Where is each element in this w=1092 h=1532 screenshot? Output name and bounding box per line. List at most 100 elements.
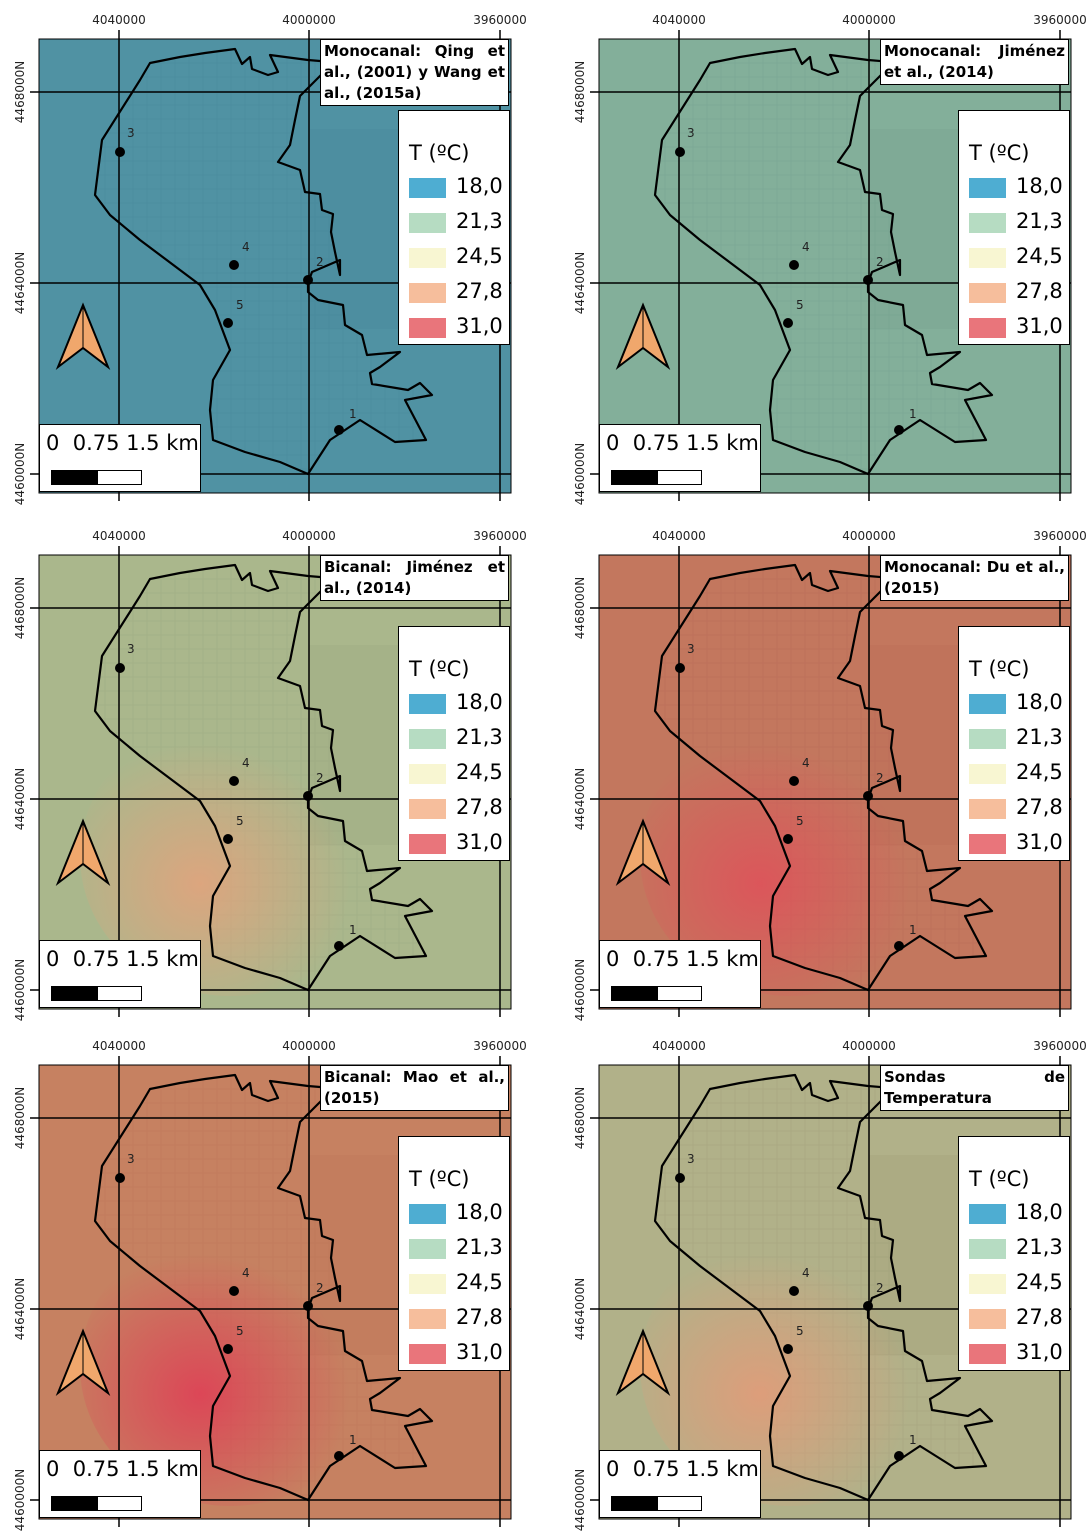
station-point[interactable] [223, 318, 233, 328]
station-point[interactable] [783, 318, 793, 328]
station-point[interactable] [229, 1286, 239, 1296]
legend-swatch [409, 834, 446, 854]
map-panel: 4040000 4000000 3960000 4468000N 4464000N 446… [0, 0, 545, 506]
north-arrow-icon [55, 302, 111, 370]
legend-swatch [409, 764, 446, 784]
scale-label: 0 0.75 1.5 km [606, 431, 759, 455]
scale-bar-white [97, 986, 142, 1001]
scale-label: 0 0.75 1.5 km [46, 947, 199, 971]
map-frame [38, 554, 512, 1010]
station-label: 4 [242, 756, 250, 770]
station-point[interactable] [863, 275, 873, 285]
legend-swatch [409, 694, 446, 714]
north-arrow-icon [55, 818, 111, 886]
station-label: 5 [796, 814, 804, 828]
station-label: 3 [127, 642, 135, 656]
legend-title: T (ºC) [969, 141, 1030, 165]
scale-label: 0 0.75 1.5 km [46, 431, 199, 455]
district-boundary [653, 563, 994, 992]
station-point[interactable] [334, 425, 344, 435]
legend-value: 18,0 [456, 1200, 503, 1224]
district-boundary [93, 563, 434, 992]
scale-bar: 0 0.75 1.5 km [39, 1450, 201, 1518]
station-label: 4 [802, 756, 810, 770]
panel-title: Monocanal: Jiménez et al., (2014) [880, 39, 1069, 85]
map-panel: 4040000 4000000 3960000 4468000N 4464000N 446… [560, 516, 1092, 1022]
station-point[interactable] [783, 834, 793, 844]
station-point[interactable] [223, 1344, 233, 1354]
y-tick-label: 4464000N [573, 252, 587, 314]
station-point[interactable] [334, 1451, 344, 1461]
legend-title: T (ºC) [409, 141, 470, 165]
legend-value: 31,0 [1016, 314, 1063, 338]
x-tick-label: 3960000 [1033, 1039, 1086, 1053]
station-point[interactable] [223, 834, 233, 844]
legend-swatch [969, 318, 1006, 338]
x-tick-label: 3960000 [1033, 529, 1086, 543]
station-label: 1 [909, 407, 917, 421]
north-arrow-icon [615, 302, 671, 370]
station-point[interactable] [334, 941, 344, 951]
station-point[interactable] [894, 941, 904, 951]
temperature-legend: T (ºC) 18,0 21,3 24,5 27,8 31,0 [398, 626, 510, 861]
station-point[interactable] [675, 1173, 685, 1183]
legend-value: 31,0 [1016, 1340, 1063, 1364]
legend-swatch [969, 1274, 1006, 1294]
scale-bar-white [657, 1496, 702, 1511]
district-boundary [93, 1073, 434, 1502]
district-boundary [93, 47, 434, 476]
scale-bar: 0 0.75 1.5 km [599, 1450, 761, 1518]
station-point[interactable] [675, 147, 685, 157]
legend-swatch [969, 248, 1006, 268]
x-tick-label: 4000000 [842, 13, 895, 27]
station-label: 4 [242, 1266, 250, 1280]
station-point[interactable] [789, 1286, 799, 1296]
legend-value: 27,8 [1016, 1305, 1063, 1329]
station-point[interactable] [303, 1301, 313, 1311]
station-point[interactable] [115, 663, 125, 673]
station-point[interactable] [863, 791, 873, 801]
legend-value: 24,5 [456, 760, 503, 784]
station-label: 2 [876, 1281, 884, 1295]
hotspot-layer [640, 1226, 940, 1506]
temperature-legend: T (ºC) 18,0 21,3 24,5 27,8 31,0 [958, 1136, 1070, 1371]
station-point[interactable] [229, 260, 239, 270]
legend-value: 24,5 [1016, 244, 1063, 268]
station-label: 5 [236, 1324, 244, 1338]
station-point[interactable] [863, 1301, 873, 1311]
district-boundary [653, 1073, 994, 1502]
legend-value: 24,5 [1016, 760, 1063, 784]
station-label: 3 [687, 642, 695, 656]
scale-bar: 0 0.75 1.5 km [39, 424, 201, 492]
station-point[interactable] [789, 776, 799, 786]
scale-bar-black [611, 470, 657, 485]
station-point[interactable] [115, 147, 125, 157]
hotspot-layer [640, 716, 940, 996]
station-point[interactable] [783, 1344, 793, 1354]
x-tick-label: 4040000 [652, 529, 705, 543]
map-frame [598, 38, 1072, 494]
station-label: 5 [236, 298, 244, 312]
y-tick-label: 4460000N [573, 1469, 587, 1531]
y-tick-label: 4468000N [573, 577, 587, 639]
station-point[interactable] [303, 791, 313, 801]
station-point[interactable] [229, 776, 239, 786]
x-tick-label: 3960000 [473, 13, 526, 27]
scale-bar-black [611, 986, 657, 1001]
station-point[interactable] [675, 663, 685, 673]
station-point[interactable] [894, 425, 904, 435]
station-point[interactable] [789, 260, 799, 270]
legend-swatch [969, 1204, 1006, 1224]
legend-value: 24,5 [456, 1270, 503, 1294]
station-label: 3 [127, 1152, 135, 1166]
station-point[interactable] [115, 1173, 125, 1183]
station-point[interactable] [303, 275, 313, 285]
x-tick-label: 3960000 [1033, 13, 1086, 27]
legend-swatch [409, 213, 446, 233]
map-frame [598, 1064, 1072, 1520]
scale-bar-black [611, 1496, 657, 1511]
legend-swatch [969, 1309, 1006, 1329]
station-label: 3 [127, 126, 135, 140]
legend-swatch [409, 283, 446, 303]
station-point[interactable] [894, 1451, 904, 1461]
